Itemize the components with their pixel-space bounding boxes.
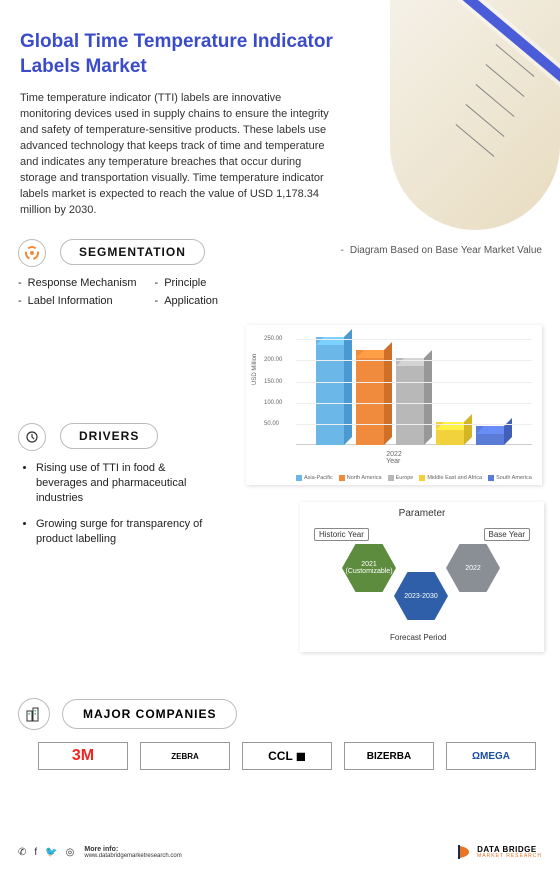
parameter-title: Parameter: [300, 502, 544, 519]
segmentation-item: -Application: [155, 295, 219, 307]
page-title: Global Time Temperature Indicator Labels…: [0, 0, 360, 91]
legend-item: North America: [339, 475, 382, 481]
historic-year-label: Historic Year: [314, 528, 369, 541]
legend-item: Europe: [388, 475, 414, 481]
y-tick: 200.00: [264, 357, 282, 363]
twitter-icon[interactable]: 🐦: [45, 847, 57, 858]
footer: ✆ f 🐦 ◎ More info: www.databridgemarketr…: [18, 844, 542, 860]
y-tick: 250.00: [264, 336, 282, 342]
hex-historic: 2021 (Customizable): [342, 544, 396, 592]
legend-item: Asia-Pacific: [296, 475, 333, 481]
segmentation-item: -Principle: [155, 277, 219, 289]
more-info: More info: www.databridgemarketresearch.…: [84, 846, 181, 860]
y-tick: 150.00: [264, 379, 282, 385]
y-axis-label: USD Million: [252, 354, 258, 385]
hex-forecast: 2023-2030: [394, 572, 448, 620]
driver-item: Rising use of TTI in food & beverages an…: [36, 461, 212, 506]
company-logo: ΩMEGA: [446, 742, 536, 770]
company-logo: ZEBRA: [140, 742, 230, 770]
company-logo: 3M: [38, 742, 128, 770]
y-tick: 50.00: [264, 421, 279, 427]
legend-item: South America: [488, 475, 532, 481]
buildings-icon: [18, 698, 50, 730]
segmentation-pill: SEGMENTATION: [60, 239, 205, 265]
forecast-period-label: Forecast Period: [390, 633, 446, 642]
drivers-pill: DRIVERS: [60, 423, 158, 449]
facebook-icon[interactable]: f: [34, 847, 37, 858]
intro-paragraph: Time temperature indicator (TTI) labels …: [0, 91, 355, 219]
data-bridge-logo: DATA BRIDGE MARKET RESEARCH: [457, 844, 542, 860]
chart-legend: Asia-Pacific North America Europe Middle Ea…: [296, 475, 534, 481]
bar-chart: USD Million 2022 Year Asia-Pacific North …: [246, 325, 542, 485]
drivers-icon: [18, 423, 46, 451]
chart-note: -Diagram Based on Base Year Market Value: [335, 239, 543, 256]
driver-item: Growing surge for transparency of produc…: [36, 517, 212, 547]
x-axis-label: 2022 Year: [386, 451, 402, 465]
segmentation-body: -Response Mechanism -Label Information -P…: [0, 267, 560, 313]
parameter-diagram: Parameter Historic Year Base Year 2021 (…: [300, 502, 544, 652]
company-logos-row: 3M ZEBRA CCL ◼ BIZERBA ΩMEGA: [38, 742, 542, 770]
hero-thermometer-image: [390, 0, 560, 230]
y-tick: 100.00: [264, 400, 282, 406]
social-icons: ✆ f 🐦 ◎: [18, 847, 74, 858]
major-companies-header: MAJOR COMPANIES: [18, 698, 542, 730]
whatsapp-icon[interactable]: ✆: [18, 847, 26, 858]
instagram-icon[interactable]: ◎: [66, 847, 75, 858]
hex-base: 2022: [446, 544, 500, 592]
company-logo: CCL ◼: [242, 742, 332, 770]
segmentation-item: -Label Information: [18, 295, 137, 307]
major-companies-pill: MAJOR COMPANIES: [62, 699, 237, 729]
drivers-list: Rising use of TTI in food & beverages an…: [0, 451, 230, 547]
segmentation-icon: [18, 239, 46, 267]
base-year-label: Base Year: [484, 528, 530, 541]
legend-item: Middle East and Africa: [419, 475, 482, 481]
company-logo: BIZERBA: [344, 742, 434, 770]
segmentation-item: -Response Mechanism: [18, 277, 137, 289]
